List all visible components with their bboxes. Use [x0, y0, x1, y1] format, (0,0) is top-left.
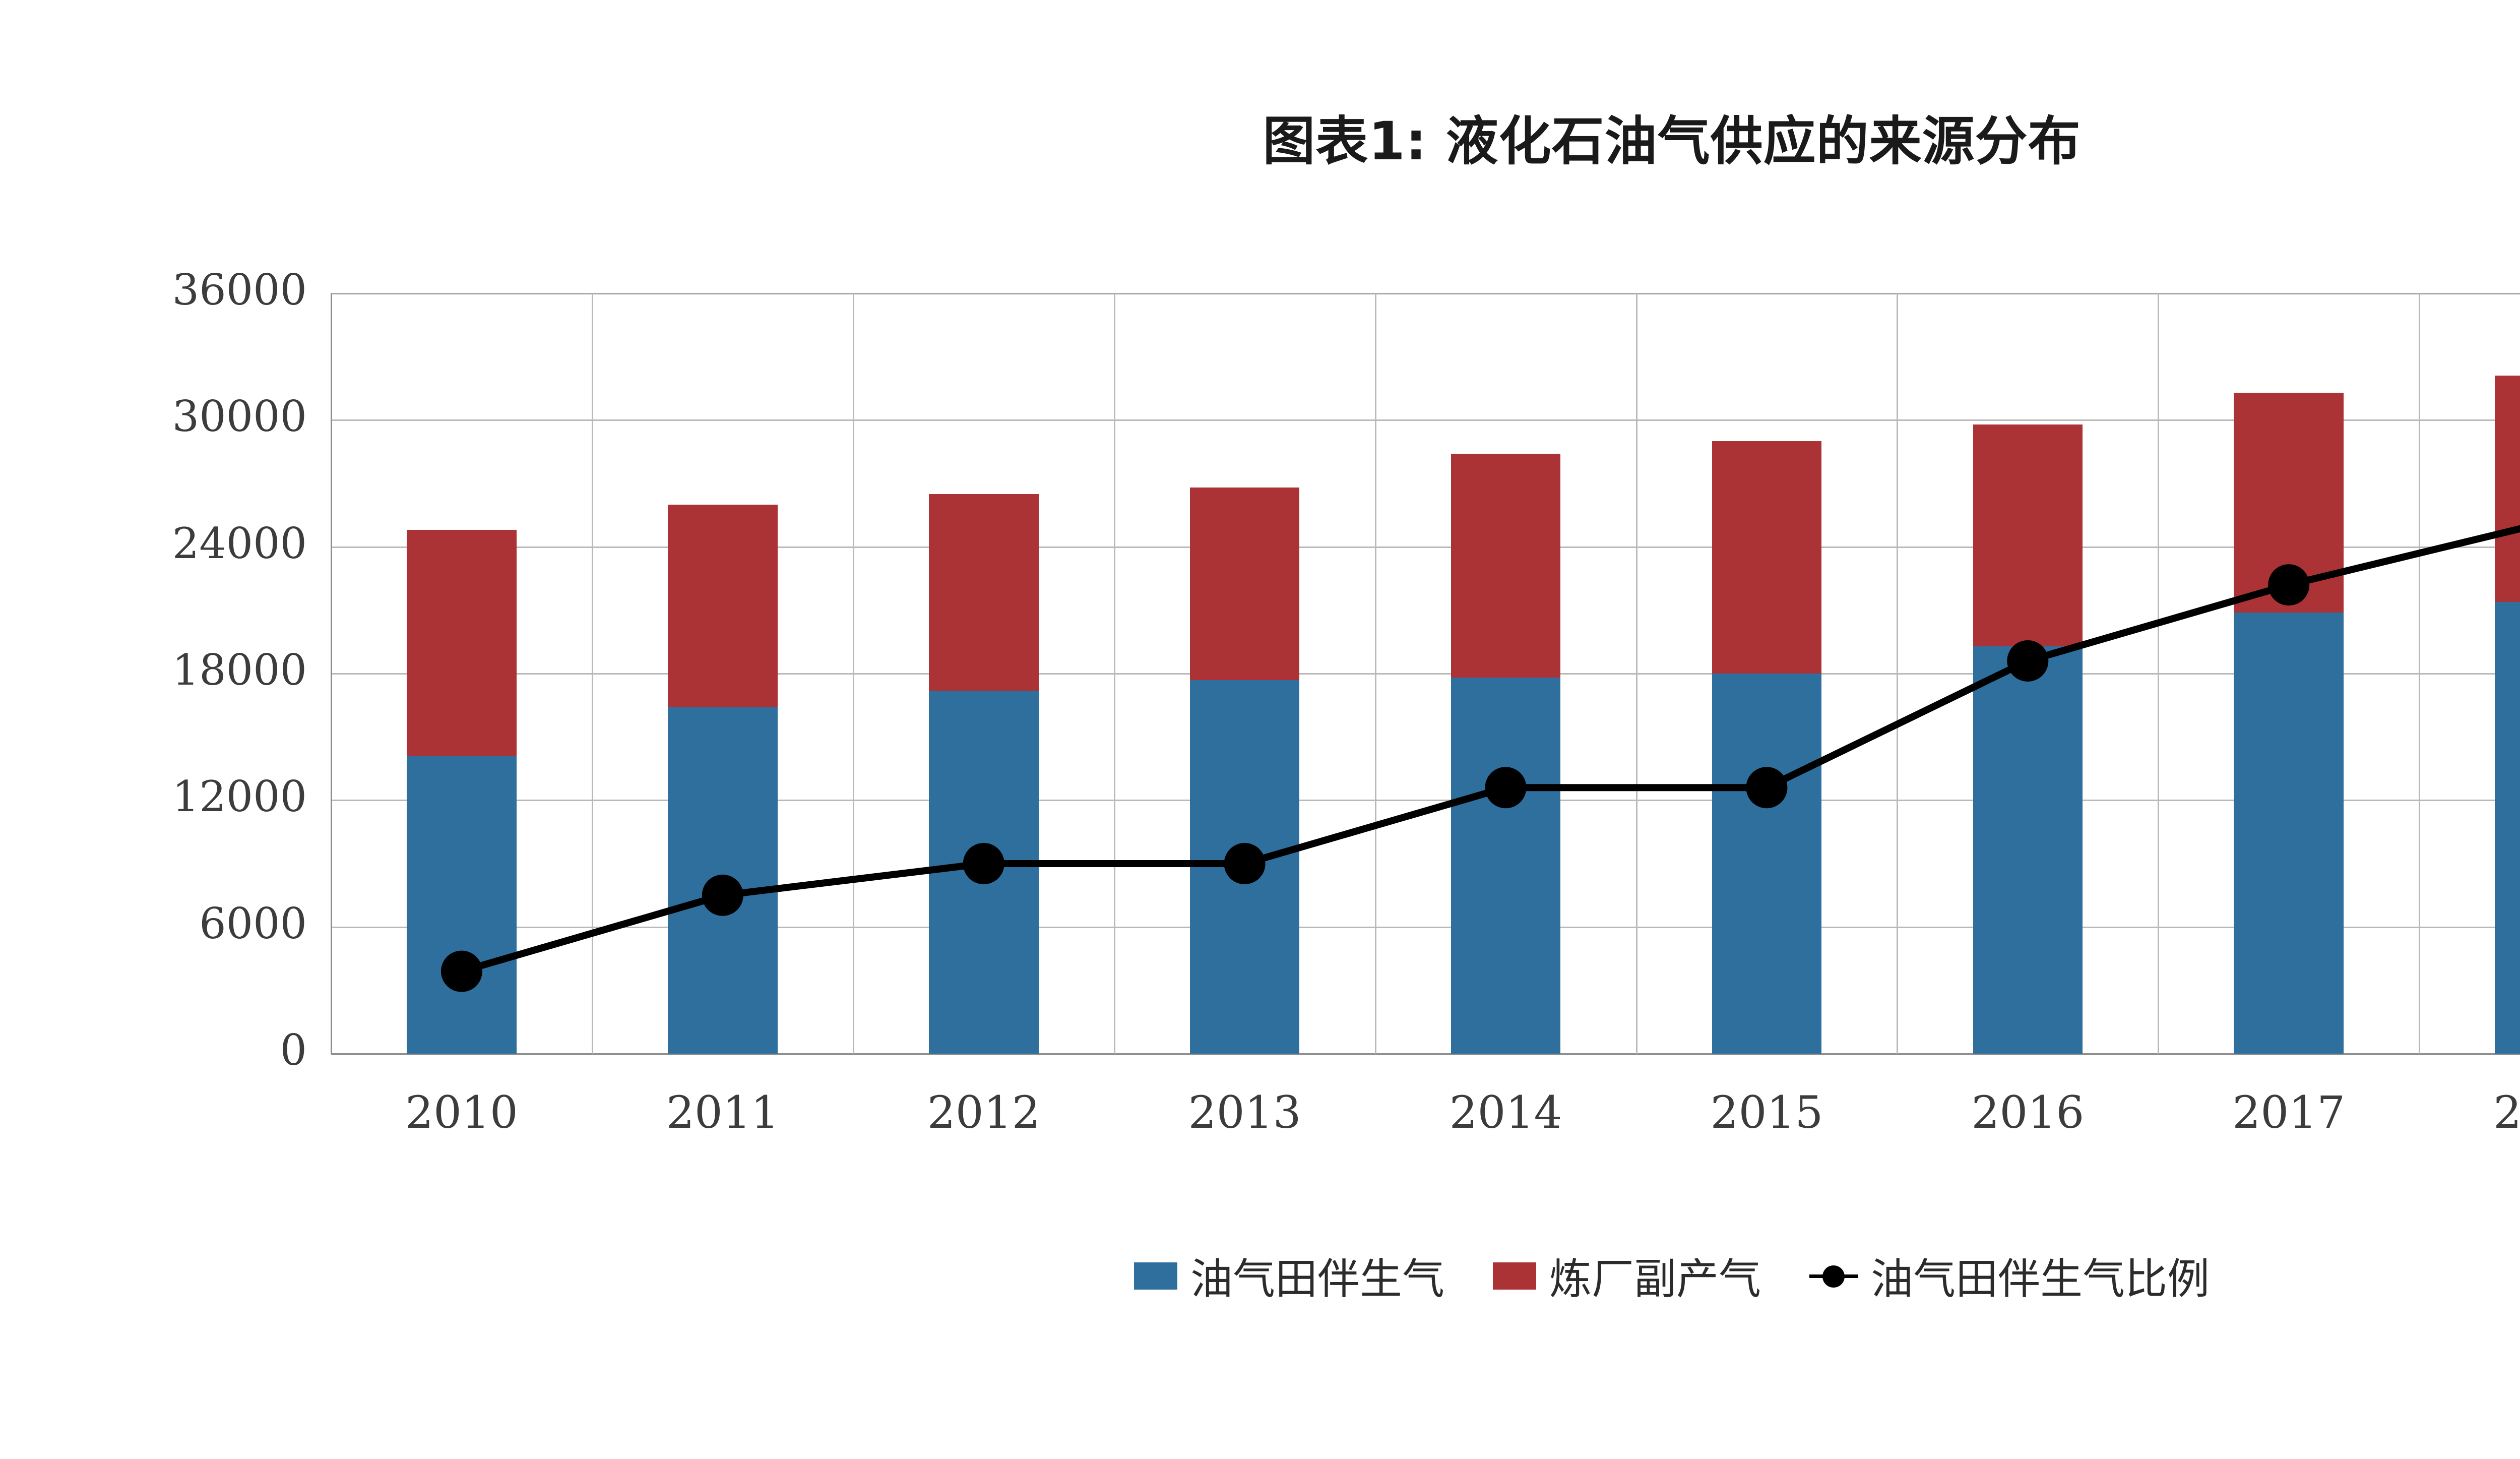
line-marker-dot[interactable]: 油气田伴生气比例 2011: 60.5%	[702, 874, 743, 916]
bar-segment[interactable]	[1712, 441, 1822, 674]
bar-group[interactable]	[1973, 293, 2083, 1054]
x-axis-tick-label: 2013	[1188, 1086, 1301, 1138]
left-axis-tick-label: 6000	[199, 898, 307, 948]
gridline-vertical	[591, 293, 593, 1054]
left-axis-tick-label: 18000	[172, 645, 307, 695]
x-axis-tick-label: 2016	[1971, 1086, 2085, 1138]
bar-group[interactable]	[407, 293, 517, 1054]
line-marker-dot[interactable]: 油气田伴生气比例 2012: 61%	[963, 843, 1004, 884]
ratio-line	[458, 525, 2520, 975]
bar-segment[interactable]	[1973, 646, 2083, 1054]
left-axis-tick-label: 24000	[172, 518, 307, 568]
legend-item[interactable]: 炼厂副产气	[1492, 1245, 1761, 1306]
line-marker-dot[interactable]: 油气田伴生气比例 2010: 59.3%	[440, 950, 482, 992]
gridline-vertical	[2158, 293, 2160, 1054]
bar-segment[interactable]	[2495, 376, 2520, 602]
legend-item-label: 炼厂副产气	[1549, 1254, 1761, 1304]
line-marker-dot[interactable]: 油气田伴生气比例 2014: 62.2%	[1485, 767, 1527, 809]
left-axis-tick-label: 36000	[172, 265, 307, 315]
gridline-horizontal	[331, 673, 2520, 675]
x-axis-tick-label: 2017	[2232, 1086, 2346, 1138]
legend-item[interactable]: 油气田伴生气比例	[1809, 1245, 2210, 1306]
bar-segment[interactable]	[1973, 424, 2083, 646]
line-marker-dot[interactable]: 油气田伴生气比例 2017: 65.4%	[2268, 564, 2310, 606]
gridline-vertical	[331, 293, 332, 1054]
blue-square-swatch	[1133, 1262, 1177, 1290]
gridline-vertical	[1897, 293, 1899, 1054]
bar-segment[interactable]	[1712, 674, 1822, 1054]
gridline-horizontal	[331, 293, 2520, 294]
line-series-layer: 油气田伴生气比例 2010: 59.3% 油气田伴生气比例 2011: 60.5%…	[440, 525, 2520, 992]
line-marker-dot[interactable]: 油气田伴生气比例 2013: 61%	[1224, 843, 1266, 884]
bar-group[interactable]	[2495, 293, 2520, 1054]
line-marker-dot[interactable]: 油气田伴生气比例 2015: 62.2%	[1746, 767, 1788, 809]
gridline-vertical	[1113, 293, 1115, 1054]
gridline-horizontal	[331, 419, 2520, 421]
legend-item-label: 油气田伴生气比例	[1871, 1254, 2210, 1304]
x-axis-tick-label: 2011	[666, 1086, 779, 1138]
bar-segment[interactable]	[2495, 601, 2520, 1054]
bar-segment[interactable]	[407, 530, 517, 756]
gridline-vertical	[1374, 293, 1376, 1054]
red-square-swatch	[1492, 1262, 1536, 1290]
bar-segment[interactable]	[1451, 454, 1561, 678]
left-axis-tick-label: 0	[280, 1025, 307, 1075]
chart-title: 图表1: 液化石油气供应的来源分布	[1263, 110, 2081, 172]
gridline-horizontal	[331, 800, 2520, 802]
left-axis-tick-label: 30000	[172, 392, 307, 442]
bar-segment[interactable]	[668, 504, 778, 708]
gridline-vertical	[2419, 293, 2421, 1054]
line-marker-dot[interactable]: 油气田伴生气比例 2016: 64.2%	[2007, 640, 2049, 682]
bar-segment[interactable]	[1189, 488, 1300, 680]
x-axis-tick-label: 2018	[2493, 1086, 2520, 1138]
gridline-vertical	[1635, 293, 1637, 1054]
x-axis-tick-label: 2014	[1449, 1086, 1562, 1138]
chart-legend: 油气田伴生气 炼厂副产气 油气田伴生气比例	[0, 1245, 2520, 1306]
x-axis-tick-label: 2012	[927, 1086, 1040, 1138]
bar-segment[interactable]	[1451, 678, 1561, 1054]
bar-segment[interactable]	[2234, 612, 2344, 1054]
bar-group[interactable]	[1451, 293, 1561, 1054]
plot-area: 油气田伴生气比例 2010: 59.3% 油气田伴生气比例 2011: 60.5%…	[331, 293, 2520, 1055]
gridline-horizontal	[331, 1053, 2520, 1055]
x-axis-tick-label: 2010	[405, 1086, 518, 1138]
x-axis-tick-label: 2015	[1710, 1086, 1823, 1138]
gridline-vertical	[852, 293, 854, 1054]
bar-group[interactable]	[1712, 293, 1822, 1054]
legend-item-label: 油气田伴生气	[1190, 1254, 1444, 1304]
black-line-dot-marker	[1809, 1262, 1858, 1290]
gridline-horizontal	[331, 926, 2520, 928]
bar-segment[interactable]	[928, 494, 1039, 691]
legend-item[interactable]: 油气田伴生气	[1133, 1245, 1444, 1306]
bar-segment[interactable]	[407, 756, 517, 1054]
gridline-horizontal	[331, 546, 2520, 548]
left-axis-tick-label: 12000	[172, 772, 307, 822]
